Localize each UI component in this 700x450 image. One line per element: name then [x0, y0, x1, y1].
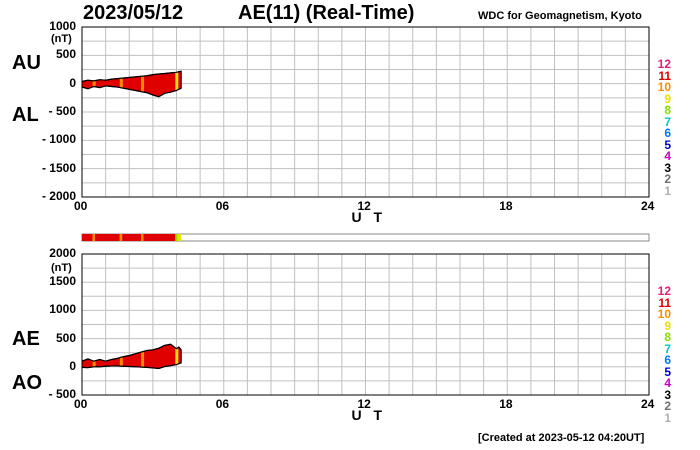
ae-label: AE	[12, 328, 40, 350]
station-marker	[92, 361, 96, 367]
x-tick-label: 00	[74, 199, 88, 213]
legend-item-8: 8	[664, 103, 671, 117]
legend-item-10: 10	[657, 307, 671, 321]
station-bar-segment	[122, 234, 142, 241]
x-tick-label: 12	[357, 397, 371, 411]
x-tick-label: 06	[215, 199, 230, 213]
series-line-ao	[81, 362, 182, 370]
legend-item-7: 7	[664, 341, 671, 356]
station-bar-segment	[94, 234, 120, 241]
station-marker	[92, 80, 96, 87]
plot-frame	[81, 253, 650, 396]
x-tick-label: 18	[499, 397, 513, 411]
y-tick-label: - 1500	[41, 160, 76, 175]
organization-label: WDC for Geomagnetism, Kyoto	[478, 10, 642, 22]
station-bar-segment	[119, 234, 123, 241]
legend-item-4: 4	[664, 376, 671, 390]
legend-item-3: 3	[664, 387, 671, 402]
station-marker	[175, 348, 179, 365]
station-marker	[119, 356, 123, 367]
legend-item-11: 11	[658, 295, 671, 310]
series-line-au	[81, 70, 182, 82]
y-tick-label: 500	[55, 47, 76, 62]
station-marker	[141, 76, 145, 92]
legend-item-1: 1	[664, 183, 671, 198]
legend-item-2: 2	[664, 399, 671, 413]
legend-item-4: 4	[664, 149, 671, 163]
legend-item-10: 10	[657, 80, 671, 94]
station-bar-segment	[175, 234, 178, 241]
y-tick-label: 1500	[49, 274, 76, 289]
station-bar-segment	[143, 234, 176, 241]
x-tick-label: 18	[499, 199, 513, 213]
legend-item-9: 9	[664, 91, 671, 106]
legend-item-6: 6	[664, 353, 671, 367]
y-tick-label: - 2000	[41, 189, 76, 203]
au-label: AU	[12, 52, 41, 74]
station-marker	[141, 352, 145, 368]
x-axis-label: U T	[351, 209, 387, 225]
station-bar-segment	[141, 234, 144, 241]
station-marker	[175, 72, 179, 91]
y-tick-label: 0	[69, 75, 76, 90]
station-bar-segment	[92, 234, 95, 241]
area-fill	[81, 343, 182, 369]
legend-item-1: 1	[664, 410, 671, 425]
al-label: AL	[12, 104, 39, 126]
x-tick-label: 24	[641, 199, 655, 213]
chart-title: AE(11) (Real-Time)	[238, 2, 415, 24]
x-tick-label: 12	[357, 199, 371, 213]
legend-item-9: 9	[664, 318, 671, 333]
legend-item-12: 12	[657, 284, 671, 298]
y-tick-label: - 500	[48, 387, 76, 401]
x-tick-label: 24	[641, 397, 655, 411]
x-axis-label: U T	[351, 407, 387, 423]
x-tick-label: 00	[74, 397, 88, 411]
legend-item-6: 6	[664, 126, 671, 140]
y-tick-label: - 1000	[41, 132, 76, 147]
legend-item-3: 3	[664, 160, 671, 175]
y-tick-label: 1000	[49, 302, 76, 317]
y-tick-label: - 500	[48, 104, 76, 118]
ao-label: AO	[12, 372, 42, 394]
y-tick-label: 0	[69, 358, 76, 373]
station-bar-segment	[82, 234, 93, 241]
legend-item-12: 12	[657, 57, 671, 71]
unit-label-top: (nT)	[51, 33, 72, 45]
legend-item-5: 5	[664, 364, 671, 379]
plot-frame	[81, 26, 650, 198]
unit-label-bottom: (nT)	[51, 262, 72, 274]
legend-item-8: 8	[664, 330, 671, 344]
x-tick-label: 06	[215, 397, 230, 411]
series-line-ae	[81, 343, 182, 362]
legend-item-11: 11	[658, 68, 671, 83]
y-tick-label: 1000	[49, 19, 76, 33]
created-timestamp: [Created at 2023-05-12 04:20UT]	[478, 432, 645, 444]
legend-item-7: 7	[664, 114, 671, 129]
legend-item-5: 5	[664, 137, 671, 152]
legend-item-2: 2	[664, 172, 671, 186]
y-tick-label: 500	[55, 330, 76, 345]
chart-date: 2023/05/12	[83, 2, 184, 24]
y-tick-label: 2000	[49, 246, 76, 260]
station-bar-segment	[177, 234, 182, 241]
series-line-al	[81, 85, 182, 98]
station-marker	[119, 78, 123, 89]
